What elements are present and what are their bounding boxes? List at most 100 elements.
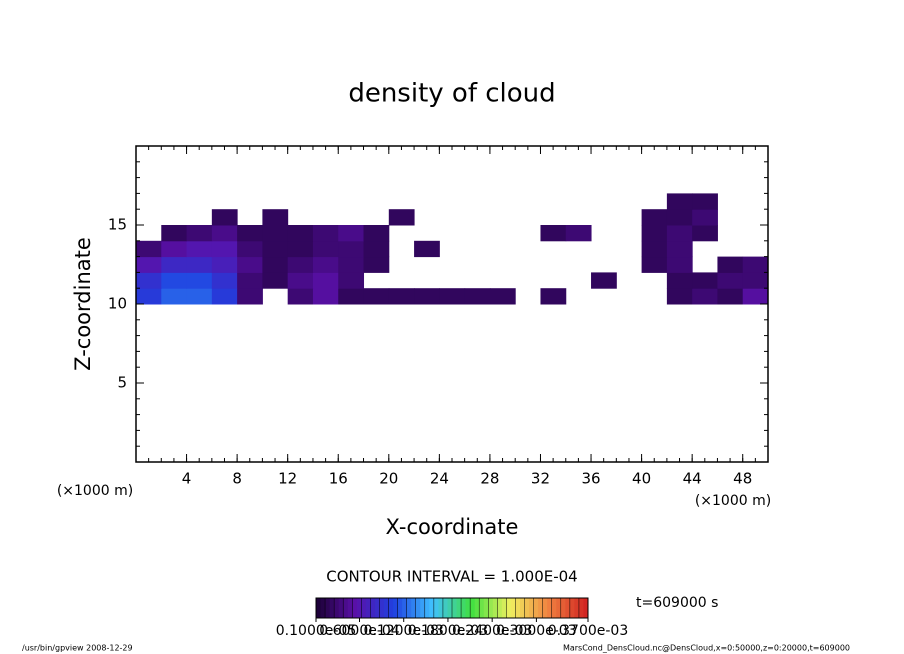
colorbar-swatch [510, 598, 516, 618]
heat-cell [287, 256, 314, 273]
colorbar-swatch [551, 598, 557, 618]
heat-cell [161, 240, 188, 258]
heat-cell [211, 225, 238, 242]
heat-cell [287, 272, 314, 289]
heat-cell [717, 256, 744, 273]
heat-cell [262, 272, 289, 289]
heat-cell [211, 288, 238, 305]
colorbar-swatch [538, 598, 544, 618]
y-tick-label: 15 [108, 216, 127, 234]
x-tick-label: 44 [683, 470, 702, 488]
heat-cell [641, 209, 668, 226]
colorbar-swatch [352, 598, 358, 618]
x-tick-label: 16 [329, 470, 348, 488]
colorbar-swatch [397, 598, 403, 618]
colorbar-swatch [442, 598, 448, 618]
heat-cell [742, 288, 769, 305]
heat-cell [692, 209, 718, 226]
x-tick-label: 12 [278, 470, 297, 488]
heat-cell [363, 240, 390, 258]
heat-cell [540, 225, 567, 242]
colorbar-swatch [461, 598, 467, 618]
colorbar-swatch [515, 598, 521, 618]
heat-cell [136, 256, 162, 273]
heat-cell [161, 256, 188, 273]
heat-cell [262, 256, 289, 273]
colorbar-swatch [506, 598, 512, 618]
heat-cell [692, 288, 718, 305]
colorbar-swatch [492, 598, 498, 618]
heat-cell [641, 240, 668, 258]
colorbar-swatch [329, 598, 335, 618]
heat-cell [666, 193, 693, 210]
colorbar-swatch [384, 598, 390, 618]
heat-cell [338, 288, 365, 305]
heat-cell [237, 240, 263, 258]
colorbar-frame [315, 597, 589, 619]
heat-cell [641, 225, 668, 242]
heat-cell [287, 225, 314, 242]
x-tick-label: 20 [379, 470, 398, 488]
colorbar-swatch [497, 598, 503, 618]
colorbar-swatch [429, 598, 435, 618]
heat-cell [489, 288, 516, 305]
heat-cell [666, 240, 693, 258]
y-axis-label: Z-coordinate [71, 237, 95, 371]
colorbar-swatch [415, 598, 421, 618]
x-tick-label: 28 [480, 470, 499, 488]
heat-cell [666, 256, 693, 273]
colorbar-swatch [520, 598, 526, 618]
colorbar-swatch [343, 598, 349, 618]
colorbar-swatch [347, 598, 353, 618]
heat-cell [211, 209, 238, 226]
heat-cell [591, 272, 617, 289]
heat-cell [312, 288, 339, 305]
heat-cell [666, 225, 693, 242]
colorbar-swatch [388, 598, 394, 618]
heat-cell [464, 288, 491, 305]
x-unit: (×1000 m) [695, 493, 771, 509]
colorbar-tick-label: 0.1800e-03 [408, 623, 488, 639]
contour-note: CONTOUR INTERVAL = 1.000E-04 [326, 568, 577, 586]
colorbar-tick-label: 0.6000e-04 [319, 623, 400, 639]
colorbar-swatch [374, 598, 380, 618]
heat-cell [237, 225, 263, 242]
x-tick-label: 40 [632, 470, 651, 488]
heat-cell [338, 272, 365, 289]
heat-cell [363, 256, 390, 273]
colorbar-swatch [411, 598, 417, 618]
heat-cell [237, 288, 263, 305]
colorbar-swatch [438, 598, 444, 618]
colorbar-swatch [433, 598, 439, 618]
heat-cell [717, 272, 744, 289]
heat-cell [692, 193, 718, 210]
heat-cell [262, 240, 289, 258]
colorbar-tick-label: 0.1200e-03 [363, 623, 443, 639]
colorbar-tick-label: 0.1000e-05 [276, 623, 356, 639]
colorbar-swatch [424, 598, 430, 618]
heat-cell [338, 240, 365, 258]
colorbar-swatch [447, 598, 453, 618]
colorbar-swatch [578, 598, 584, 618]
colorbar-swatch [370, 598, 376, 618]
colorbar-swatch [365, 598, 371, 618]
heat-cell [363, 288, 390, 305]
heat-cell [312, 225, 339, 242]
colorbar-swatch [379, 598, 385, 618]
footer-right: MarsCond_DensCloud.nc@DensCloud,x=0:5000… [563, 644, 850, 653]
heat-cell [161, 225, 188, 242]
colorbar-swatch [420, 598, 426, 618]
colorbar-swatch [361, 598, 367, 618]
heat-cell [186, 288, 213, 305]
x-tick-label: 24 [430, 470, 449, 488]
colorbar-swatch [320, 598, 326, 618]
colorbar-swatch [533, 598, 539, 618]
heat-cell [414, 288, 440, 305]
colorbar-swatch [556, 598, 562, 618]
heat-cell [186, 225, 213, 242]
heat-cell [363, 225, 390, 242]
colorbar-swatch [501, 598, 507, 618]
x-axis-label: X-coordinate [386, 515, 519, 539]
colorbar-swatch [402, 598, 408, 618]
